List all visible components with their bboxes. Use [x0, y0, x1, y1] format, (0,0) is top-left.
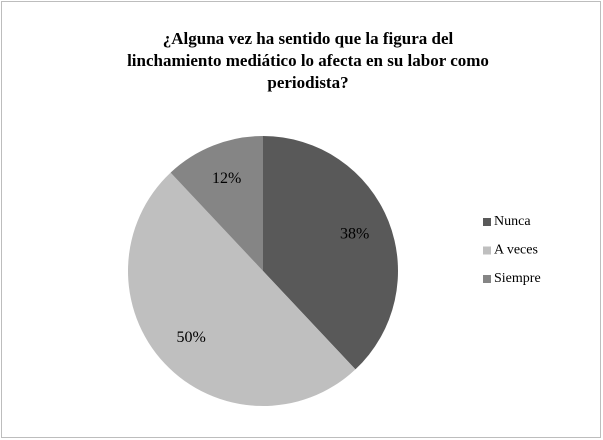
chart-title: ¿Alguna vez ha sentido que la figura del: [163, 29, 454, 48]
data-label: 38%: [340, 225, 369, 242]
data-label: 12%: [212, 170, 241, 187]
pie-slice: [127, 172, 356, 406]
legend-label: A veces: [494, 243, 538, 258]
chart-title: linchamiento mediático lo afecta en su l…: [127, 51, 489, 70]
legend-swatch: [483, 218, 491, 226]
legend-label: Nunca: [494, 214, 531, 229]
chart-title: periodista?: [267, 73, 348, 92]
legend-label: Siempre: [494, 271, 541, 286]
pie-slice: [170, 136, 263, 271]
data-label: 50%: [176, 329, 205, 346]
legend-swatch: [483, 275, 491, 283]
pie-slice: [263, 136, 398, 370]
legend-swatch: [483, 246, 491, 255]
